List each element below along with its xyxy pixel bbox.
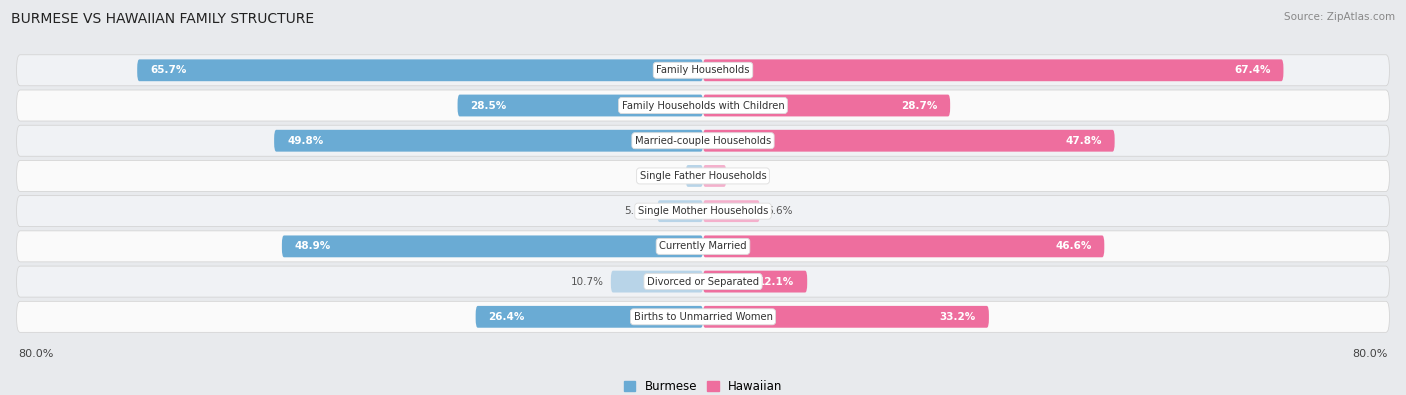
FancyBboxPatch shape [17,301,1389,332]
FancyBboxPatch shape [475,306,703,328]
Text: Single Mother Households: Single Mother Households [638,206,768,216]
FancyBboxPatch shape [703,200,759,222]
Text: 47.8%: 47.8% [1066,136,1102,146]
FancyBboxPatch shape [281,235,703,257]
Text: 65.7%: 65.7% [150,65,187,75]
Text: 26.4%: 26.4% [488,312,524,322]
Text: 28.7%: 28.7% [901,100,938,111]
FancyBboxPatch shape [610,271,703,293]
FancyBboxPatch shape [703,94,950,117]
Text: 80.0%: 80.0% [1353,348,1388,359]
Text: 10.7%: 10.7% [571,276,605,287]
Text: Married-couple Households: Married-couple Households [636,136,770,146]
Text: BURMESE VS HAWAIIAN FAMILY STRUCTURE: BURMESE VS HAWAIIAN FAMILY STRUCTURE [11,12,315,26]
FancyBboxPatch shape [17,55,1389,86]
Text: Currently Married: Currently Married [659,241,747,251]
Text: 67.4%: 67.4% [1234,65,1271,75]
Text: Single Father Households: Single Father Households [640,171,766,181]
FancyBboxPatch shape [274,130,703,152]
Text: Divorced or Separated: Divorced or Separated [647,276,759,287]
Text: 12.1%: 12.1% [758,276,794,287]
Text: 48.9%: 48.9% [295,241,330,251]
Text: 46.6%: 46.6% [1054,241,1091,251]
FancyBboxPatch shape [703,271,807,293]
Text: Family Households with Children: Family Households with Children [621,100,785,111]
FancyBboxPatch shape [703,130,1115,152]
Text: 28.5%: 28.5% [471,100,506,111]
Text: 5.3%: 5.3% [624,206,651,216]
Text: 6.6%: 6.6% [766,206,793,216]
FancyBboxPatch shape [658,200,703,222]
Legend: Burmese, Hawaiian: Burmese, Hawaiian [619,376,787,395]
Text: 2.7%: 2.7% [733,171,759,181]
FancyBboxPatch shape [457,94,703,117]
FancyBboxPatch shape [686,165,703,187]
FancyBboxPatch shape [17,125,1389,156]
FancyBboxPatch shape [703,235,1104,257]
Text: Births to Unmarried Women: Births to Unmarried Women [634,312,772,322]
Text: 2.0%: 2.0% [652,171,679,181]
Text: 33.2%: 33.2% [939,312,976,322]
FancyBboxPatch shape [703,306,988,328]
Text: 49.8%: 49.8% [287,136,323,146]
FancyBboxPatch shape [138,59,703,81]
FancyBboxPatch shape [17,196,1389,227]
FancyBboxPatch shape [703,59,1284,81]
Text: 80.0%: 80.0% [18,348,53,359]
FancyBboxPatch shape [17,90,1389,121]
FancyBboxPatch shape [17,266,1389,297]
Text: Family Households: Family Households [657,65,749,75]
Text: Source: ZipAtlas.com: Source: ZipAtlas.com [1284,12,1395,22]
FancyBboxPatch shape [703,165,727,187]
FancyBboxPatch shape [17,231,1389,262]
FancyBboxPatch shape [17,160,1389,192]
